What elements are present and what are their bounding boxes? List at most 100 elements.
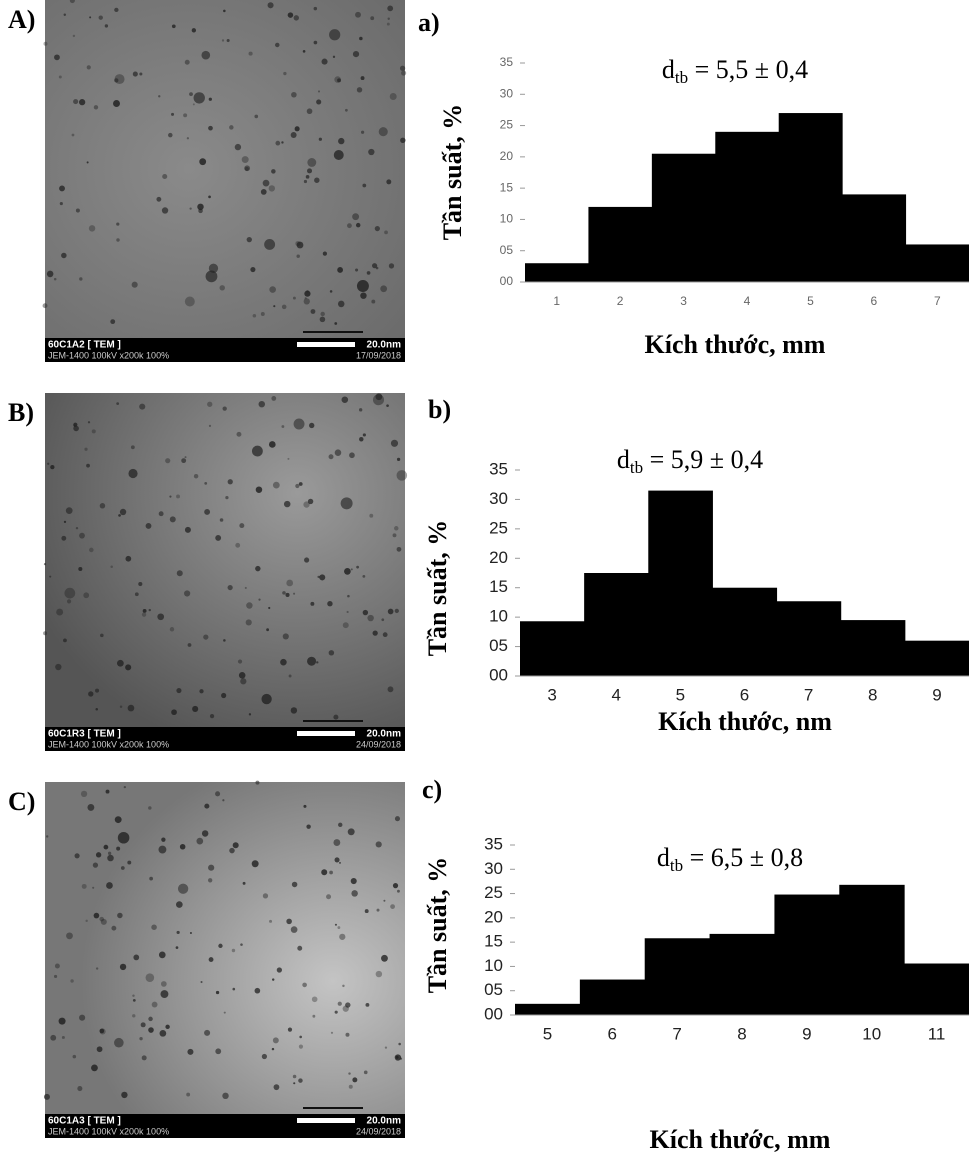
bar (648, 490, 713, 676)
particle (346, 610, 349, 614)
particle (79, 1014, 86, 1021)
particle (246, 236, 252, 243)
particle (242, 881, 246, 885)
particle (114, 7, 119, 13)
x-tick-label: 6 (740, 685, 749, 704)
particle (63, 638, 67, 643)
particle (273, 305, 276, 308)
particle (390, 439, 399, 447)
particle (186, 1092, 191, 1097)
particle (395, 1055, 399, 1059)
particle (134, 592, 139, 597)
particle (293, 15, 300, 21)
particle (59, 185, 65, 192)
particle (394, 608, 399, 614)
particle (208, 97, 212, 101)
particle (65, 507, 73, 514)
x-tick-label: 8 (868, 685, 877, 704)
particle (142, 608, 147, 613)
bar (905, 244, 969, 282)
particle (66, 599, 72, 604)
particle (367, 614, 374, 622)
particle (251, 445, 263, 457)
particle (54, 54, 60, 61)
particle (248, 713, 252, 716)
annotation-base: d (657, 843, 670, 872)
particle (313, 40, 318, 45)
particle (271, 396, 277, 401)
particle (306, 168, 313, 174)
particle (227, 479, 233, 485)
particle (204, 509, 211, 515)
date-label: 17/09/2018 (356, 350, 401, 360)
particle (319, 316, 326, 323)
panel-letter: C) (8, 787, 35, 816)
tem-image (45, 393, 405, 727)
particle (148, 1016, 153, 1022)
particle (201, 830, 209, 837)
particle (151, 924, 157, 930)
particle (348, 1072, 351, 1075)
particle (168, 132, 173, 138)
y-tick-label: 35 (500, 55, 514, 69)
particle (239, 523, 245, 529)
particle (244, 586, 247, 589)
particle (73, 425, 79, 432)
particle (347, 828, 355, 836)
particle (328, 650, 335, 656)
particle (365, 1002, 370, 1007)
particle (347, 223, 352, 229)
particle (117, 831, 130, 844)
particle (396, 546, 402, 552)
particle (387, 686, 394, 693)
particle (203, 634, 209, 640)
particle (159, 1029, 167, 1037)
particle (327, 601, 333, 607)
particle (334, 76, 341, 83)
particle (328, 454, 334, 460)
particle (293, 1082, 296, 1085)
particle (64, 587, 76, 599)
particle (127, 860, 132, 865)
particle (73, 99, 79, 105)
x-tick-label: 9 (932, 685, 941, 704)
particle (396, 457, 401, 461)
particle (388, 263, 395, 269)
particle (63, 13, 67, 16)
particle (337, 267, 344, 273)
particle (400, 137, 406, 143)
panel-letter: B) (8, 398, 34, 427)
particle (285, 592, 290, 597)
particle (104, 24, 109, 28)
particle (390, 904, 395, 909)
particle (371, 299, 376, 304)
particle (193, 92, 205, 104)
particle (283, 71, 287, 76)
particle (338, 822, 343, 828)
particle (245, 619, 252, 626)
particle (266, 628, 270, 632)
y-tick-label: 15 (489, 577, 508, 596)
particle (307, 158, 317, 167)
x-tick-label: 3 (680, 294, 687, 308)
particle (372, 263, 378, 269)
particle (337, 926, 341, 929)
particle (288, 674, 292, 678)
particle (355, 11, 361, 18)
particle (80, 790, 88, 798)
instrument-label: JEM-1400 100kV x200k 100% (48, 739, 169, 749)
particle (319, 574, 326, 581)
particle (280, 658, 287, 666)
particle (310, 601, 315, 606)
annotation-base: d (617, 445, 630, 474)
bar (520, 621, 585, 676)
particle (201, 50, 211, 60)
particle (304, 297, 307, 300)
particle (269, 286, 276, 293)
particle (93, 105, 99, 110)
particle (314, 177, 320, 183)
particle (293, 418, 305, 430)
particle (169, 627, 175, 632)
particle (141, 1055, 147, 1061)
particle (303, 804, 307, 808)
